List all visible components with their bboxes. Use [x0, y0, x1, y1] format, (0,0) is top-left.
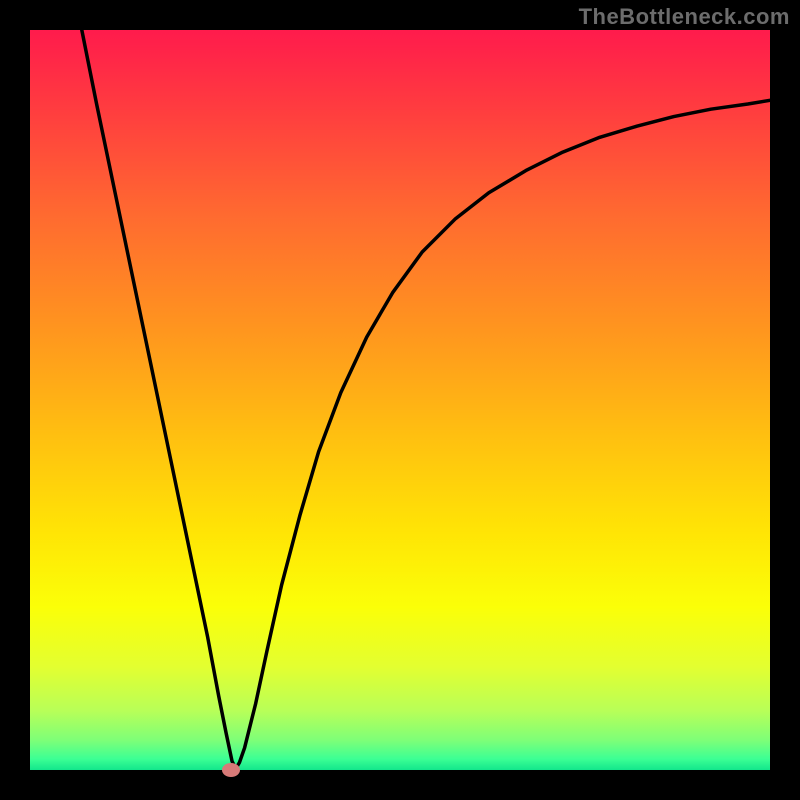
curve-path — [82, 30, 770, 769]
chart-container: TheBottleneck.com — [0, 0, 800, 800]
watermark-text: TheBottleneck.com — [579, 4, 790, 30]
plot-area — [30, 30, 770, 770]
bottleneck-curve — [30, 30, 770, 770]
optimal-point-marker — [222, 763, 240, 777]
